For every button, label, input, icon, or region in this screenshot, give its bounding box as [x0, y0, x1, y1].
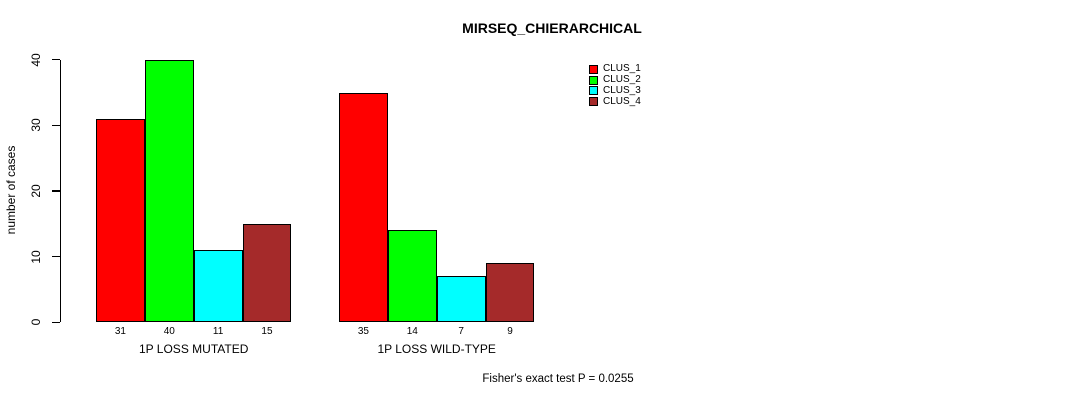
- bar-clus_2: [387, 230, 437, 323]
- legend-label: CLUS_2: [603, 74, 641, 86]
- annotation-text: Fisher's exact test P = 0.0255: [482, 372, 634, 385]
- legend-item-clus_3: CLUS_3: [589, 84, 641, 97]
- legend-swatch-clus_1: [589, 64, 598, 74]
- chart-title: MIRSEQ_CHIERARCHICAL: [462, 20, 642, 36]
- bar-value-label: 31: [114, 326, 126, 337]
- bar-clus_1: [96, 118, 145, 323]
- bar-value-label: 35: [357, 326, 369, 337]
- y-tick: [52, 59, 60, 61]
- y-tick-label: 10: [29, 249, 43, 264]
- bar-value-label: 40: [163, 326, 175, 337]
- legend-swatch-clus_3: [589, 86, 598, 96]
- y-axis-label: number of cases: [4, 145, 18, 235]
- bar-value-label: 14: [406, 326, 418, 337]
- y-tick: [52, 321, 60, 323]
- y-tick-label: 0: [29, 318, 43, 326]
- bar-value-label: 11: [212, 326, 224, 337]
- category-label: 1P LOSS MUTATED: [139, 341, 249, 356]
- y-tick-label: 20: [29, 184, 43, 198]
- y-tick-label: 40: [29, 53, 43, 67]
- y-tick: [52, 124, 60, 127]
- y-axis-line: [59, 59, 61, 323]
- bar-value-label: 7: [458, 326, 464, 337]
- y-tick: [52, 190, 60, 192]
- bar-value-label: 15: [261, 326, 273, 337]
- bar-clus_3: [436, 276, 486, 323]
- y-tick-label: 30: [29, 118, 43, 133]
- legend-swatch-clus_2: [589, 75, 598, 85]
- category-label: 1P LOSS WILD-TYPE: [377, 341, 496, 356]
- legend-item-clus_2: CLUS_2: [589, 75, 641, 86]
- legend-swatch-clus_4: [589, 97, 598, 107]
- bar-clus_4: [485, 263, 535, 323]
- legend-item-clus_1: CLUS_1: [589, 64, 641, 75]
- bar-clus_3: [193, 250, 243, 323]
- y-tick: [52, 256, 60, 258]
- legend-label: CLUS_1: [603, 63, 641, 75]
- bar-clus_1: [339, 92, 388, 323]
- legend-label: CLUS_4: [603, 95, 641, 107]
- legend-label: CLUS_3: [603, 84, 641, 96]
- legend-item-clus_4: CLUS_4: [589, 96, 641, 107]
- bar-clus_2: [144, 59, 194, 323]
- bar-value-label: 9: [507, 326, 513, 337]
- bar-clus_4: [242, 223, 292, 323]
- legend: CLUS_1 CLUS_2 CLUS_3 CLUS_4: [589, 64, 641, 107]
